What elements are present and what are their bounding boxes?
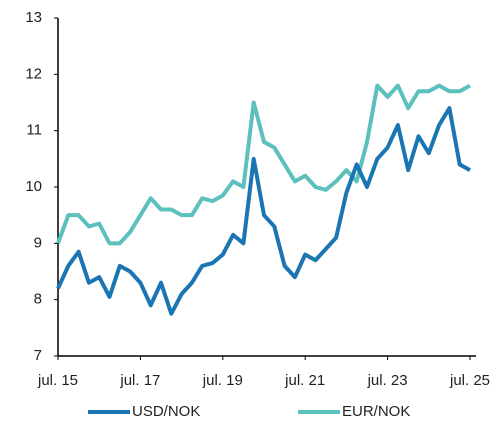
- legend-label: USD/NOK: [132, 403, 200, 420]
- y-tick-label: 12: [25, 65, 42, 82]
- legend-label: EUR/NOK: [342, 403, 410, 420]
- x-tick-label: jul. 19: [202, 372, 243, 389]
- x-tick-label: jul. 15: [37, 372, 78, 389]
- x-tick-label: jul. 21: [284, 372, 325, 389]
- series-line: [56, 83, 471, 246]
- y-tick-label: 13: [25, 9, 42, 26]
- x-tick-label: jul. 23: [367, 372, 408, 389]
- y-tick-label: 7: [34, 347, 42, 364]
- x-tick-label: jul. 25: [449, 372, 490, 389]
- y-tick-label: 11: [26, 122, 42, 139]
- series-line: [56, 106, 471, 316]
- y-tick-label: 10: [25, 178, 42, 195]
- y-tick-label: 8: [34, 291, 42, 308]
- y-tick-label: 9: [34, 234, 42, 251]
- x-tick-label: jul. 17: [119, 372, 160, 389]
